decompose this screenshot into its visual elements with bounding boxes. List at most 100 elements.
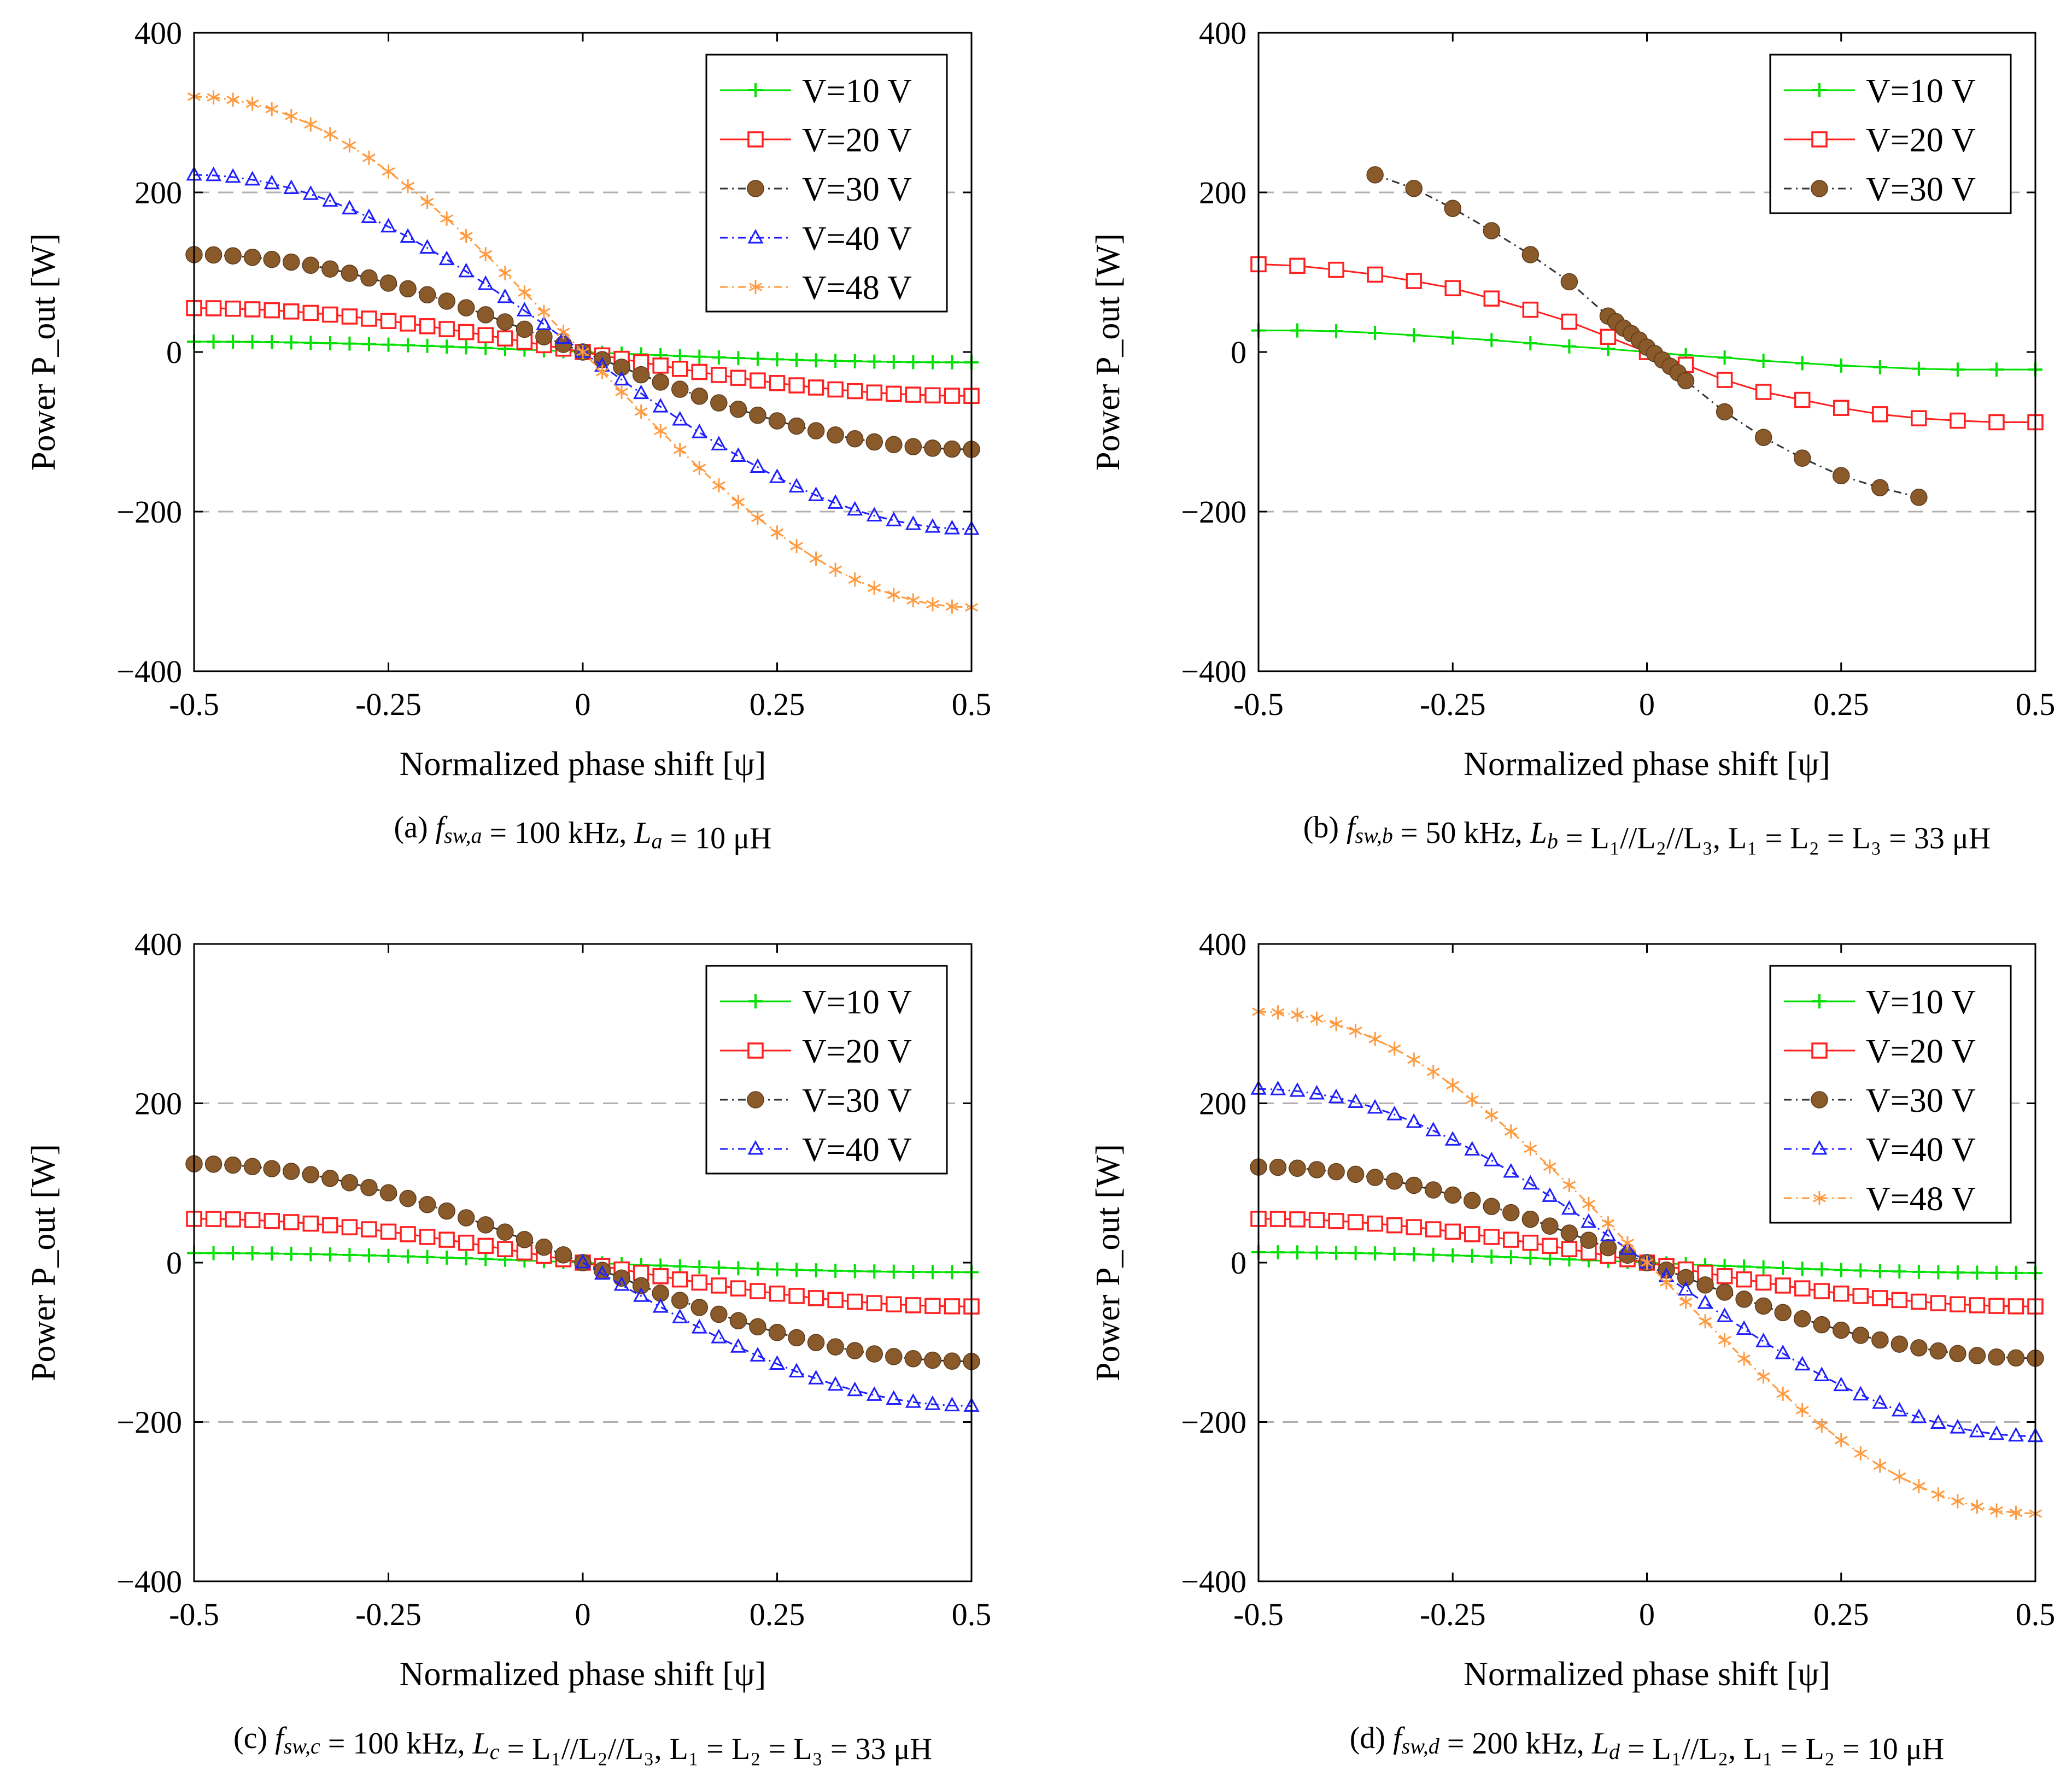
data-point xyxy=(1989,1503,2003,1518)
data-point xyxy=(750,351,765,366)
data-point xyxy=(906,593,920,608)
data-point xyxy=(458,262,475,278)
data-point xyxy=(1347,1214,1364,1230)
data-point xyxy=(438,1202,455,1220)
data-point xyxy=(671,1292,689,1309)
data-point xyxy=(827,381,844,398)
data-point xyxy=(1600,329,1617,345)
caption-part: sw,c xyxy=(284,1734,320,1758)
data-point xyxy=(827,494,844,509)
caption-part: sw,d xyxy=(1402,1734,1440,1758)
data-point xyxy=(1776,1260,1790,1275)
data-point xyxy=(1950,1296,1966,1312)
data-point xyxy=(516,320,534,338)
data-point xyxy=(1465,1092,1479,1107)
data-point xyxy=(1812,994,1827,1008)
data-point xyxy=(692,1259,707,1274)
data-point xyxy=(711,436,727,450)
data-point xyxy=(748,280,763,294)
data-point xyxy=(1873,1458,1887,1473)
data-point xyxy=(594,1265,611,1280)
data-point xyxy=(906,355,921,369)
data-point xyxy=(595,365,609,379)
data-point xyxy=(1581,1213,1597,1228)
series-line xyxy=(1258,1088,2036,1438)
data-point xyxy=(496,313,514,331)
data-point xyxy=(654,424,668,438)
data-point xyxy=(478,1252,493,1266)
data-point xyxy=(226,335,241,349)
data-point xyxy=(1852,1327,1870,1344)
data-point xyxy=(711,367,727,383)
data-point xyxy=(711,350,726,365)
data-point xyxy=(1483,1229,1500,1245)
caption-part: = 50 kHz, xyxy=(1393,816,1530,850)
x-axis-label: Normalized phase shift [ψ] xyxy=(1464,746,1830,783)
data-point xyxy=(747,131,764,148)
data-point xyxy=(243,1158,261,1176)
data-point xyxy=(302,1166,320,1183)
data-point xyxy=(1910,1339,1928,1357)
data-point xyxy=(284,1246,298,1261)
data-point xyxy=(1833,1285,1849,1302)
data-point xyxy=(1911,1293,1927,1310)
data-point xyxy=(399,1189,417,1207)
data-point xyxy=(1366,166,1384,184)
data-point xyxy=(1406,1113,1422,1128)
legend-frame xyxy=(1769,54,2012,214)
data-point xyxy=(1524,1141,1537,1156)
legend-label: V=20 V xyxy=(1866,122,1976,159)
data-point xyxy=(945,1265,959,1280)
data-point xyxy=(751,511,764,525)
data-point xyxy=(1988,1425,2005,1440)
legend-frame xyxy=(705,54,948,313)
data-point xyxy=(1444,280,1461,296)
data-point xyxy=(1989,1265,2004,1280)
data-point xyxy=(731,1261,746,1276)
x-tick-label: 0.25 xyxy=(1813,1597,1869,1632)
data-point xyxy=(226,92,240,107)
data-point xyxy=(847,1264,862,1278)
data-point xyxy=(1446,1078,1460,1093)
y-tick-label: 200 xyxy=(134,175,182,210)
data-point xyxy=(518,285,531,300)
data-point xyxy=(264,174,280,190)
legend-label: V=20 V xyxy=(1866,1033,1976,1070)
data-point xyxy=(459,1251,473,1266)
data-point xyxy=(1989,362,2004,377)
x-tick-label: -0.5 xyxy=(169,687,219,722)
legend-label: V=10 V xyxy=(802,73,912,110)
data-point xyxy=(360,269,378,287)
data-point xyxy=(458,324,475,341)
data-point xyxy=(361,1221,377,1237)
data-point xyxy=(1464,1192,1481,1210)
data-point xyxy=(691,1274,708,1291)
data-point xyxy=(750,1283,766,1299)
x-tick-label: -0.5 xyxy=(1233,687,1284,722)
data-point xyxy=(419,1229,436,1245)
data-point xyxy=(710,394,728,412)
data-point xyxy=(652,1298,669,1313)
data-point xyxy=(206,166,222,181)
data-point xyxy=(1445,1248,1460,1263)
data-point xyxy=(789,1263,804,1277)
data-point xyxy=(748,83,763,97)
data-point xyxy=(1716,1283,1734,1301)
caption-part: (c) xyxy=(233,1721,275,1755)
legend-entry: V=48 V xyxy=(720,269,912,307)
data-point xyxy=(1716,403,1734,421)
legend-entry: V=40 V xyxy=(1784,1131,1976,1169)
data-point xyxy=(672,1309,688,1323)
x-tick-label: -0.25 xyxy=(355,1597,422,1632)
data-point xyxy=(1872,1290,1888,1306)
data-point xyxy=(1523,1251,1538,1265)
data-point xyxy=(459,228,473,243)
data-point xyxy=(1386,1105,1403,1121)
data-point xyxy=(419,239,436,254)
data-point xyxy=(1950,1265,1965,1280)
data-point xyxy=(672,1271,688,1288)
data-point xyxy=(1366,1169,1384,1186)
data-point xyxy=(1910,488,1928,506)
x-tick-label: -0.25 xyxy=(355,687,422,722)
data-point xyxy=(1950,412,1966,429)
